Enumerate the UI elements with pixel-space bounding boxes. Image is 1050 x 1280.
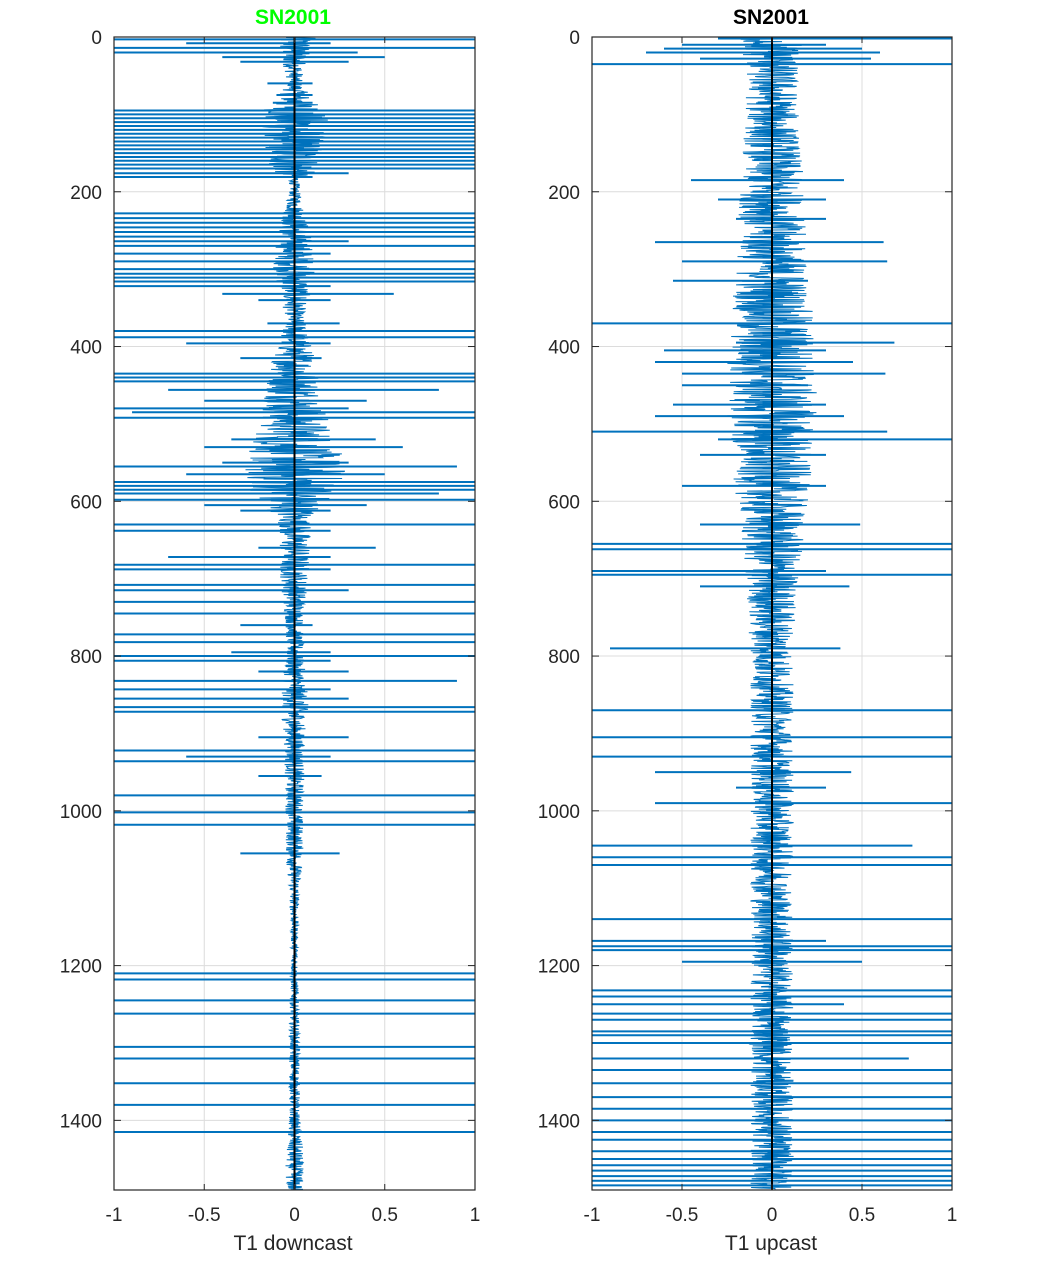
left-x-axis-label: T1 downcast bbox=[233, 1232, 353, 1255]
left-plot-title: SN2001 bbox=[255, 6, 331, 29]
profile-trace bbox=[727, 36, 817, 1190]
y-tick-label: 400 bbox=[548, 338, 580, 359]
y-tick-label: 1400 bbox=[538, 1111, 580, 1132]
y-tick-label: 400 bbox=[70, 338, 102, 359]
x-tick-label: -0.5 bbox=[188, 1205, 221, 1226]
x-tick-label: 1 bbox=[947, 1205, 958, 1226]
y-tick-label: 1400 bbox=[60, 1111, 102, 1132]
x-tick-label: 0.5 bbox=[849, 1205, 875, 1226]
y-tick-label: 1000 bbox=[60, 802, 102, 823]
x-tick-label: 1 bbox=[470, 1205, 481, 1226]
plot-panel-upcast: -1 -0.5 0 0.5 1 0 200 400 600 800 1000 1200 1400 bbox=[538, 28, 958, 1226]
x-tick-label: -0.5 bbox=[666, 1205, 699, 1226]
y-tick-label: 1200 bbox=[538, 957, 580, 978]
right-x-axis-label: T1 upcast bbox=[724, 1232, 818, 1255]
y-tick-label: 200 bbox=[70, 183, 102, 204]
y-tick-label: 800 bbox=[548, 647, 580, 668]
y-tick-label: 600 bbox=[548, 492, 580, 513]
x-tick-label: -1 bbox=[106, 1205, 123, 1226]
right-plot-title: SN2001 bbox=[733, 6, 809, 29]
y-tick-label: 0 bbox=[569, 28, 580, 49]
x-tick-label: -1 bbox=[584, 1205, 601, 1226]
y-tick-label: 200 bbox=[548, 183, 580, 204]
y-tick-label: 1000 bbox=[538, 802, 580, 823]
y-tick-label: 0 bbox=[91, 28, 102, 49]
x-tick-label: 0 bbox=[289, 1205, 300, 1226]
plot-panel-downcast: -1 -0.5 0 0.5 1 0 200 400 600 800 1000 1200 1400 bbox=[60, 28, 481, 1226]
x-tick-label: 0 bbox=[767, 1205, 778, 1226]
y-tick-label: 800 bbox=[70, 647, 102, 668]
y-tick-label: 600 bbox=[70, 492, 102, 513]
y-tick-label: 1200 bbox=[60, 957, 102, 978]
x-tick-label: 0.5 bbox=[372, 1205, 398, 1226]
